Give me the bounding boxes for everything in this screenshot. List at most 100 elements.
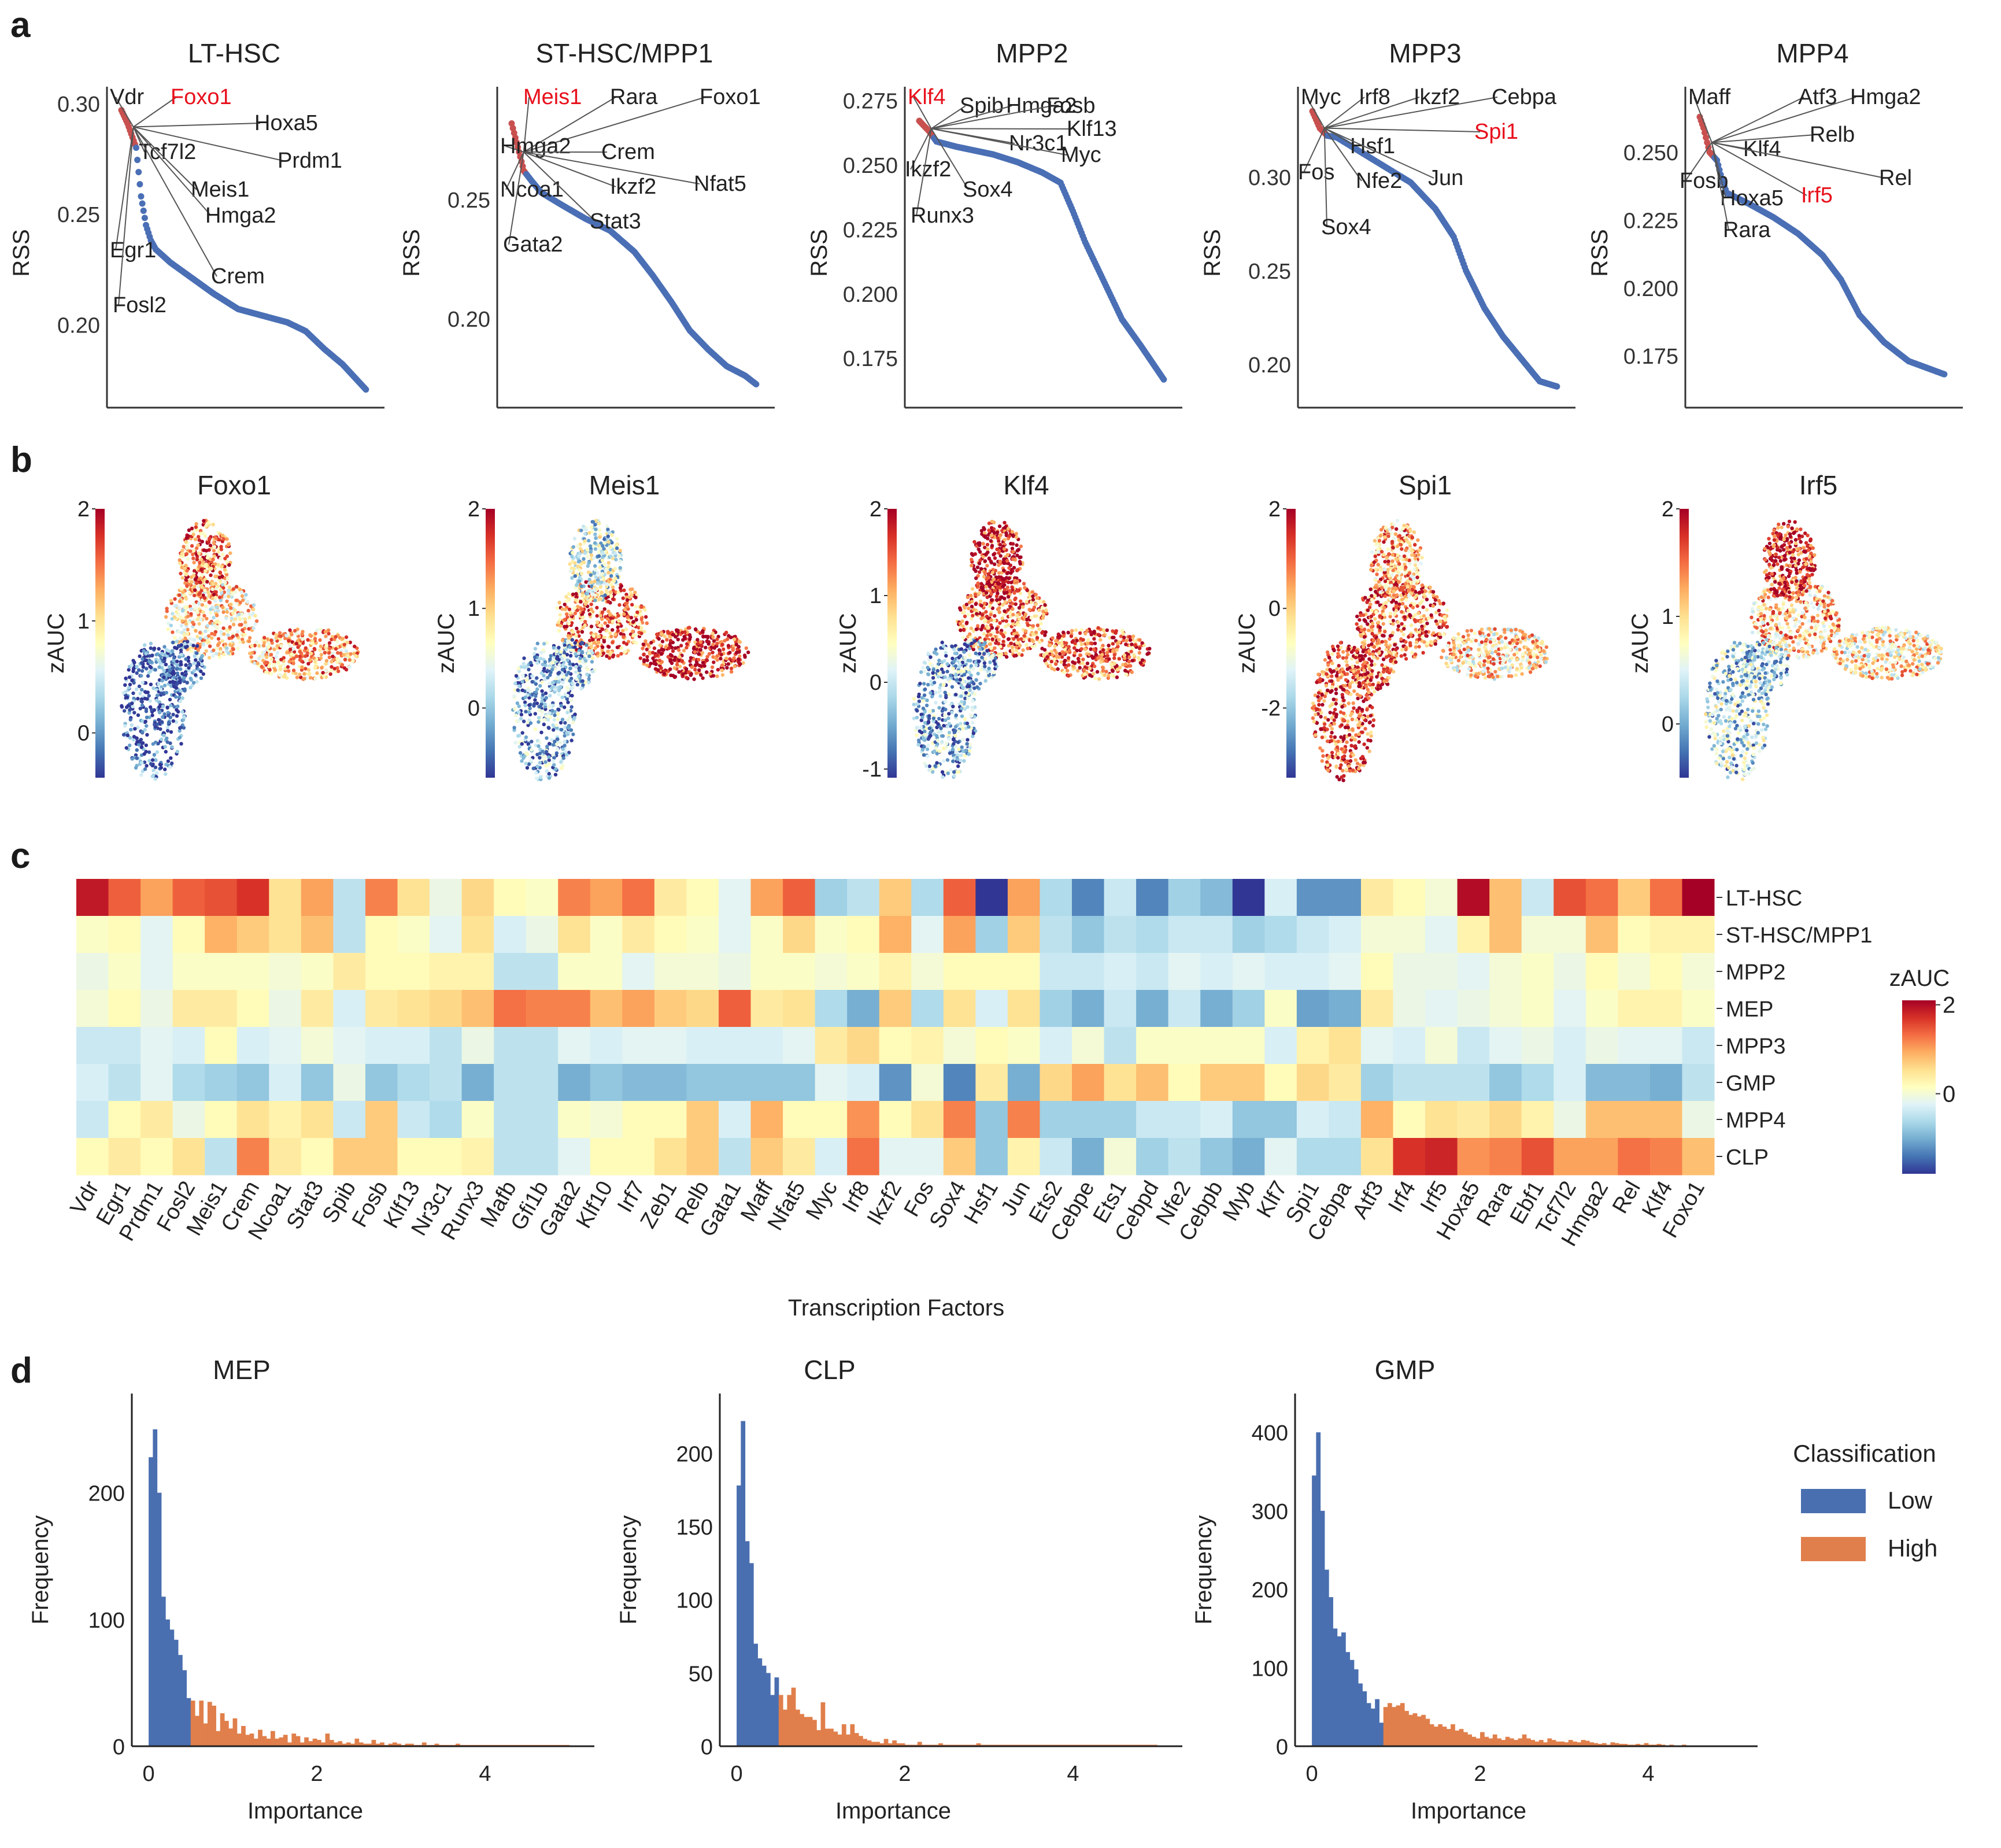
umap-cell <box>615 537 619 541</box>
umap-cell <box>238 640 242 645</box>
rss-gene-label: Fos <box>1298 160 1334 184</box>
umap-cell <box>966 696 970 701</box>
umap-cell <box>514 674 519 678</box>
umap-cell <box>184 578 188 582</box>
colorbar-tick-label: 0 <box>870 671 882 695</box>
umap-cell <box>320 666 324 670</box>
umap-cell <box>151 742 155 746</box>
umap-cell <box>609 590 613 594</box>
umap-cell <box>327 646 332 651</box>
umap-cell <box>274 633 278 637</box>
umap-cell <box>664 645 668 649</box>
umap-cell <box>571 720 575 725</box>
umap-cell <box>692 677 696 681</box>
umap-cell <box>171 612 175 616</box>
umap-cell <box>943 700 948 704</box>
umap-cell <box>191 533 195 537</box>
rss-gene-label: Prdm1 <box>278 149 342 173</box>
umap-cell <box>577 554 581 559</box>
umap-cell <box>601 551 605 555</box>
umap-cell <box>565 658 570 662</box>
umap-cell <box>576 560 580 564</box>
colorbar-label: zAUC <box>835 613 861 673</box>
umap-cell <box>245 623 249 627</box>
umap-cell <box>960 714 964 718</box>
umap-cell <box>228 551 232 555</box>
umap-cell <box>940 740 944 744</box>
leader-line <box>118 127 134 306</box>
rss-gene-label: Foxo1 <box>700 85 761 109</box>
rss-gene-label: Maff <box>1688 85 1731 109</box>
umap-cell <box>601 577 606 581</box>
umap-cell <box>921 707 926 711</box>
umap-cell <box>634 605 638 609</box>
umap-cell <box>272 647 276 652</box>
umap-cell <box>521 661 526 666</box>
umap-cell <box>513 681 517 686</box>
umap-cell <box>180 548 184 553</box>
leader-line <box>910 128 932 170</box>
umap-cell <box>330 634 335 639</box>
umap-cell <box>200 573 204 578</box>
y-tick-label: 0.225 <box>1623 209 1678 234</box>
umap-cell <box>134 687 139 692</box>
umap-cell <box>665 638 669 642</box>
umap-cell <box>221 552 225 557</box>
umap-cell <box>676 648 681 652</box>
umap-cell <box>728 635 733 640</box>
umap-cell <box>302 677 306 681</box>
umap-cell <box>235 601 239 605</box>
umap-cell <box>613 632 617 637</box>
umap-cell <box>932 681 937 685</box>
umap-cell <box>569 698 574 703</box>
umap-cell <box>593 547 598 551</box>
umap-cell <box>719 656 723 661</box>
umap-cell <box>516 734 520 738</box>
umap-cell <box>212 554 216 559</box>
umap-cell <box>131 691 135 696</box>
umap-cell <box>563 740 567 744</box>
umap-cell <box>609 634 613 639</box>
umap-cell <box>175 604 179 608</box>
umap-cell <box>915 726 919 730</box>
umap-cell <box>668 653 673 657</box>
umap-cell <box>950 747 955 752</box>
umap-cell <box>557 689 561 693</box>
leader-line <box>505 146 524 153</box>
umap-cell <box>137 668 141 672</box>
umap-cell <box>682 648 686 653</box>
umap-cell <box>524 762 528 766</box>
umap-cell <box>1026 646 1030 651</box>
umap-cell <box>201 561 205 566</box>
umap-cell <box>944 654 948 658</box>
umap-cell <box>708 671 712 676</box>
umap-cell <box>180 566 184 570</box>
umap-cell <box>593 593 597 597</box>
rss-gene-label: Crem <box>601 140 655 164</box>
umap-cell <box>247 615 251 620</box>
rss-gene-label: Klf4 <box>1743 137 1781 161</box>
rss-gene-label: Hoxa5 <box>1720 186 1784 210</box>
umap-cell <box>267 664 271 668</box>
umap-cell <box>166 714 171 718</box>
umap-cell <box>338 651 343 655</box>
umap-cell <box>537 720 541 724</box>
umap-cell <box>182 633 186 637</box>
umap-cell <box>571 630 575 634</box>
umap-cell <box>204 649 208 653</box>
umap-cell <box>546 675 550 680</box>
leader-line <box>1306 97 1325 129</box>
umap-cell <box>221 626 225 630</box>
umap-cell <box>150 653 154 658</box>
umap-cell <box>597 634 601 638</box>
umap-cell <box>140 761 144 765</box>
umap-cell <box>542 667 546 671</box>
umap-cell <box>567 671 571 675</box>
umap-cell <box>602 635 606 640</box>
umap-cell <box>190 544 194 548</box>
umap-cell <box>564 647 568 652</box>
umap-cell <box>743 655 747 659</box>
umap-cell <box>642 652 646 656</box>
umap-cell <box>534 771 538 775</box>
umap-cell <box>971 698 975 703</box>
